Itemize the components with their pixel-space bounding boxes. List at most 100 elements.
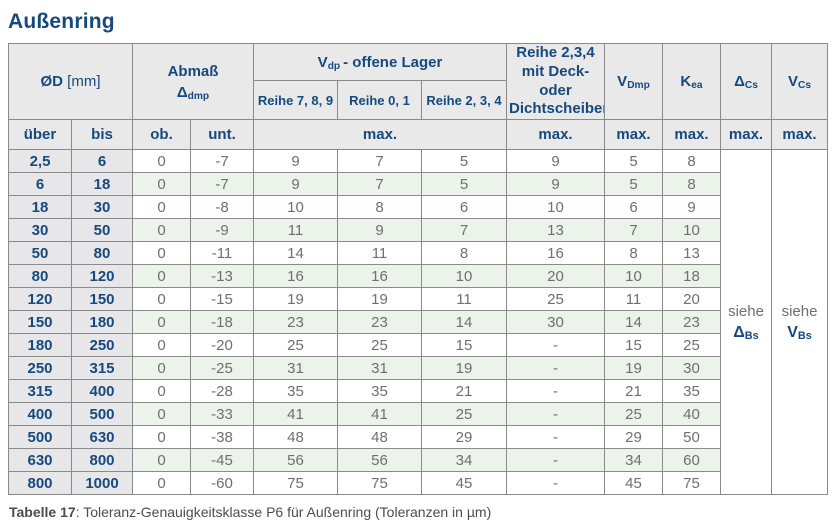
cell-deck: 30 [506, 310, 605, 334]
cell-unt: -38 [190, 425, 254, 449]
caption-text: : Toleranz-Genauigkeitsklasse P6 für Auß… [75, 504, 492, 520]
cell-reihe01: 19 [337, 287, 422, 311]
cell-unt: -25 [190, 356, 254, 380]
cell-reihe01: 31 [337, 356, 422, 380]
cell-bis: 800 [71, 448, 133, 472]
cell-kea: 30 [662, 356, 721, 380]
abmass-symbol: Δdmp [176, 83, 210, 102]
cell-vdmp: 21 [604, 379, 663, 403]
cell-kea: 9 [662, 195, 721, 219]
cell-reihe01: 48 [337, 425, 422, 449]
cell-reihe789: 19 [253, 287, 338, 311]
cell-reihe01: 35 [337, 379, 422, 403]
col-header-v-cs: VCs [771, 43, 828, 120]
cell-ueber: 120 [8, 287, 72, 311]
cell-ob: 0 [132, 425, 191, 449]
cell-reihe01: 9 [337, 218, 422, 242]
cell-bis: 30 [71, 195, 133, 219]
table-header: ØD [mm] Abmaß Δdmp Vdp - offene Lager Rei… [8, 42, 828, 150]
cell-ueber: 50 [8, 241, 72, 265]
cell-reihe234: 25 [421, 402, 507, 426]
cell-reihe01: 56 [337, 448, 422, 472]
cell-reihe789: 56 [253, 448, 338, 472]
cell-deck: - [506, 471, 605, 495]
cell-unt: -9 [190, 218, 254, 242]
cell-deck: - [506, 333, 605, 357]
col-header-bis: bis [71, 119, 133, 150]
col-header-reihe01: Reihe 0, 1 [337, 80, 422, 120]
cell-unt: -60 [190, 471, 254, 495]
cell-reihe234: 11 [421, 287, 507, 311]
cell-bis: 630 [71, 425, 133, 449]
cell-ob: 0 [132, 264, 191, 288]
cell-kea: 18 [662, 264, 721, 288]
cell-vdmp: 11 [604, 287, 663, 311]
cell-vdmp: 6 [604, 195, 663, 219]
cell-kea: 23 [662, 310, 721, 334]
cell-bis: 18 [71, 172, 133, 196]
cell-vdmp: 10 [604, 264, 663, 288]
cell-reihe234: 5 [421, 149, 507, 173]
cell-ob: 0 [132, 195, 191, 219]
col-header-max-kea: max. [662, 119, 721, 150]
header-row-3: über bis ob. unt. max. max. max. max. ma… [8, 119, 828, 150]
cell-bis: 50 [71, 218, 133, 242]
cell-reihe234: 8 [421, 241, 507, 265]
cell-vdmp: 8 [604, 241, 663, 265]
cell-ob: 0 [132, 287, 191, 311]
cell-ueber: 18 [8, 195, 72, 219]
cell-vdmp: 19 [604, 356, 663, 380]
cell-ueber: 630 [8, 448, 72, 472]
col-header-vdmp: VDmp [604, 43, 663, 120]
cell-reihe01: 23 [337, 310, 422, 334]
cell-ueber: 400 [8, 402, 72, 426]
cell-bis: 180 [71, 310, 133, 334]
cell-unt: -28 [190, 379, 254, 403]
cell-kea: 60 [662, 448, 721, 472]
cell-ob: 0 [132, 172, 191, 196]
table-row: 250 315 0 -25 31 31 19-19 30 [8, 356, 828, 380]
cell-reihe789: 11 [253, 218, 338, 242]
cell-reihe01: 41 [337, 402, 422, 426]
cell-unt: -45 [190, 448, 254, 472]
cell-deck: 25 [506, 287, 605, 311]
table-row: 800 1000 0 -60 75 75 45-45 75 [8, 471, 828, 495]
cell-unt: -15 [190, 287, 254, 311]
cell-reihe234: 6 [421, 195, 507, 219]
table-row: 50 80 0 -11 14 11 8 16 8 13 [8, 241, 828, 265]
cell-reihe234: 19 [421, 356, 507, 380]
cell-bis: 1000 [71, 471, 133, 495]
cell-reihe234: 45 [421, 471, 507, 495]
cell-bis: 80 [71, 241, 133, 265]
cell-ueber: 2,5 [8, 149, 72, 173]
cell-reihe01: 75 [337, 471, 422, 495]
cell-reihe01: 11 [337, 241, 422, 265]
table-row: 315 400 0 -28 35 35 21-21 35 [8, 379, 828, 403]
table-row: 30 50 0 -9 11 9 7 13 7 10 [8, 218, 828, 242]
cell-siehe-v-bs: siehe VBs [771, 149, 828, 495]
table-row: 180 250 0 -20 25 25 15-15 25 [8, 333, 828, 357]
cell-ob: 0 [132, 471, 191, 495]
col-header-reihe234: Reihe 2, 3, 4 [421, 80, 507, 120]
cell-reihe01: 7 [337, 172, 422, 196]
cell-bis: 500 [71, 402, 133, 426]
cell-ob: 0 [132, 149, 191, 173]
cell-ob: 0 [132, 356, 191, 380]
cell-kea: 13 [662, 241, 721, 265]
table-body: 2,5 6 0 -7 9 7 5 9 5 8 siehe ΔBs siehe VBs 6 18 0 -7 9 7 5 9 5… [8, 149, 828, 495]
cell-reihe789: 23 [253, 310, 338, 334]
cell-kea: 35 [662, 379, 721, 403]
header-row-1: ØD [mm] Abmaß Δdmp Vdp - offene Lager Rei… [8, 42, 828, 120]
cell-ueber: 800 [8, 471, 72, 495]
col-header-max-dcs: max. [720, 119, 772, 150]
cell-kea: 8 [662, 149, 721, 173]
cell-ob: 0 [132, 241, 191, 265]
cell-deck: - [506, 402, 605, 426]
cell-vdmp: 5 [604, 172, 663, 196]
cell-kea: 50 [662, 425, 721, 449]
cell-vdmp: 14 [604, 310, 663, 334]
col-header-kea: Kea [662, 43, 721, 120]
cell-deck: - [506, 448, 605, 472]
col-header-max-vdmp: max. [604, 119, 663, 150]
col-header-max-vdp: max. [253, 119, 507, 150]
